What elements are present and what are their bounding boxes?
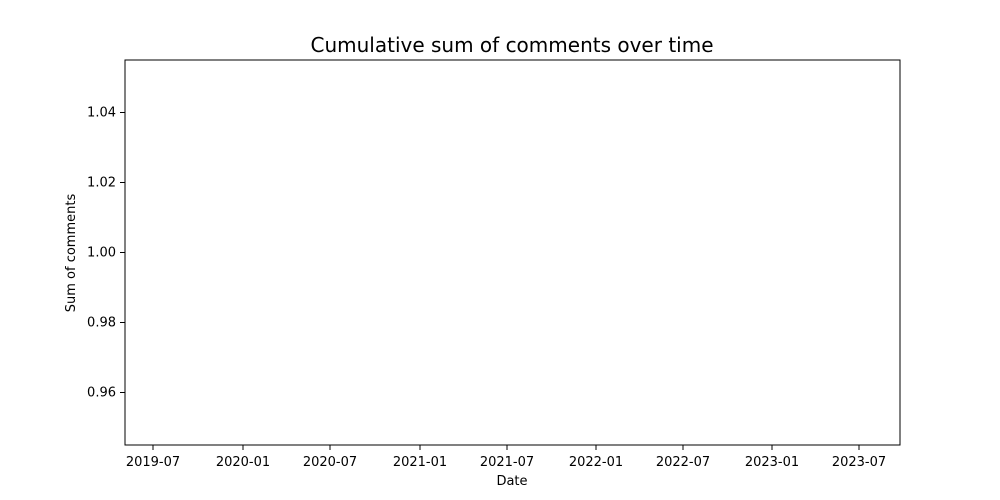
x-tick-label: 2020-07: [303, 455, 357, 470]
y-axis-label: Sum of comments: [64, 194, 79, 313]
y-tick-label: 0.98: [87, 316, 116, 331]
y-tick-label: 1.02: [87, 176, 116, 191]
chart-title: Cumulative sum of comments over time: [310, 33, 713, 57]
plot-area: [124, 59, 901, 446]
x-tick-label: 2023-01: [745, 455, 799, 470]
x-axis-ticks: 2019-07 2020-01 2020-07 2021-01 2021-07 2022-…: [126, 445, 886, 470]
y-tick-label: 1.04: [87, 106, 116, 121]
x-tick-label: 2021-01: [393, 455, 447, 470]
y-axis-ticks: 0.96 0.98 1.00 1.02 1.04: [87, 106, 125, 401]
x-tick-label: 2022-01: [569, 455, 623, 470]
y-tick-label: 0.96: [87, 386, 116, 401]
x-tick-label: 2020-01: [216, 455, 270, 470]
x-axis-label: Date: [496, 474, 527, 489]
y-tick-label: 1.00: [87, 246, 116, 261]
x-tick-label: 2023-07: [832, 455, 886, 470]
x-tick-label: 2019-07: [126, 455, 180, 470]
x-tick-label: 2022-07: [656, 455, 710, 470]
x-tick-label: 2021-07: [480, 455, 534, 470]
